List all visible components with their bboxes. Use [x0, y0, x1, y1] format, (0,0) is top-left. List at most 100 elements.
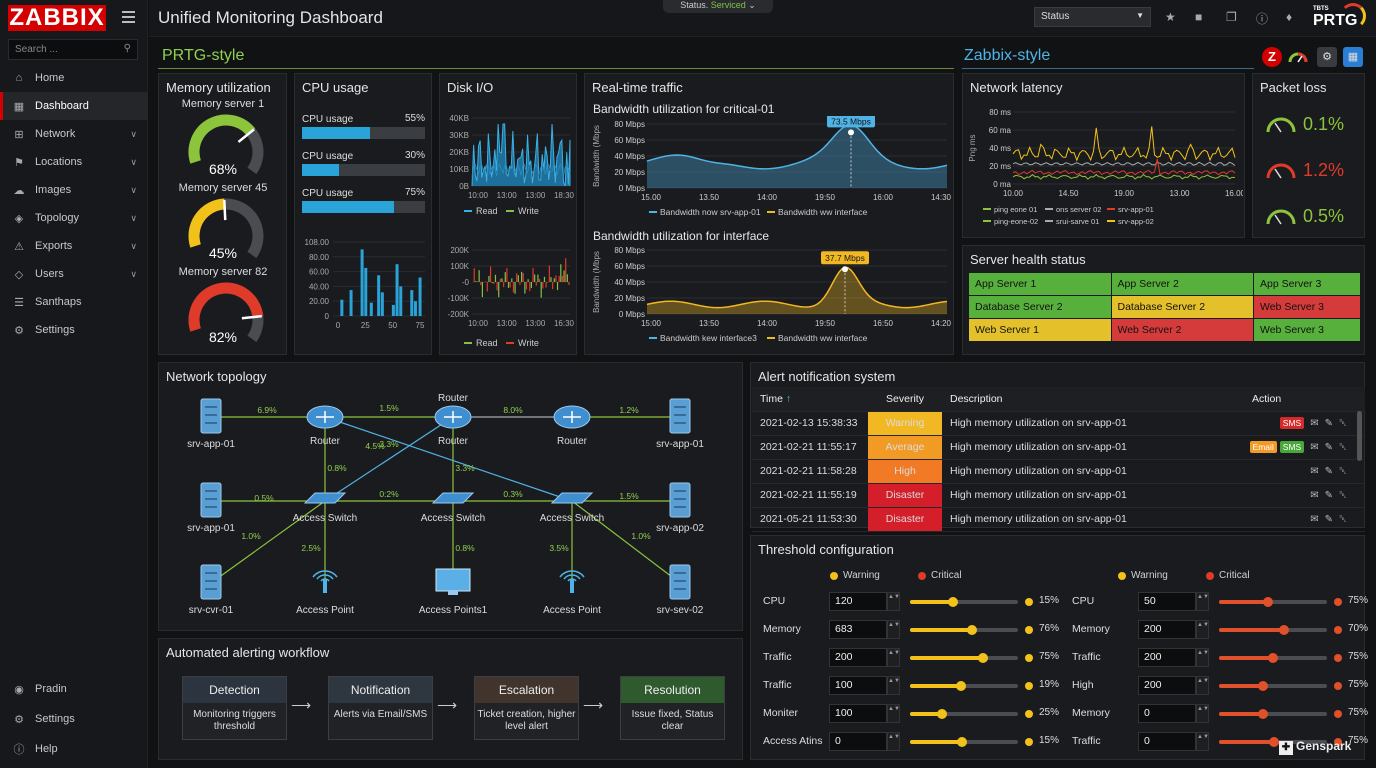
- access-point-node[interactable]: Access Point: [296, 570, 354, 616]
- sidebar-bottom-pradin[interactable]: ◉ Pradin: [0, 675, 148, 703]
- share-icon[interactable]: ■: [1195, 10, 1203, 24]
- threshold-input[interactable]: 100: [829, 704, 887, 723]
- threshold-input[interactable]: 100: [829, 676, 887, 695]
- threshold-input[interactable]: 0: [1138, 704, 1196, 723]
- threshold-slider-knob[interactable]: [1268, 653, 1278, 663]
- sidebar-item-network[interactable]: ⊞ Network ∨: [0, 120, 148, 148]
- server-node[interactable]: srv-app-01: [187, 398, 235, 450]
- threshold-slider[interactable]: [1219, 737, 1327, 747]
- threshold-slider[interactable]: [1219, 625, 1327, 635]
- threshold-slider-knob[interactable]: [955, 681, 966, 691]
- sidebar-bottom-help[interactable]: ⓘ Help: [0, 735, 148, 763]
- settings-button[interactable]: ⚙: [1317, 47, 1337, 67]
- zabbix-logo[interactable]: ZABBIX: [8, 4, 106, 31]
- alert-row[interactable]: 2021-02-13 15:38:33 Warning High memory ut…: [752, 411, 1365, 436]
- sort-arrow-icon[interactable]: ↑: [782, 392, 792, 405]
- threshold-slider-knob[interactable]: [1262, 597, 1273, 607]
- threshold-input[interactable]: 120: [829, 592, 887, 611]
- alerts-header-time[interactable]: Time ↑: [752, 387, 868, 412]
- edit-icon[interactable]: ✎: [1324, 490, 1333, 501]
- threshold-slider-knob[interactable]: [956, 737, 967, 747]
- threshold-slider[interactable]: [1219, 653, 1327, 663]
- threshold-stepper[interactable]: ▲▼: [1196, 676, 1209, 695]
- threshold-slider-knob[interactable]: [1258, 709, 1269, 719]
- mail-icon[interactable]: ✉: [1310, 418, 1319, 429]
- threshold-stepper[interactable]: ▲▼: [1196, 648, 1209, 667]
- threshold-stepper[interactable]: ▲▼: [887, 732, 900, 751]
- switch-node[interactable]: Access Switch: [421, 492, 485, 524]
- access-point-node[interactable]: Access Points1: [419, 568, 488, 616]
- alert-channel-tag[interactable]: SMS: [1279, 441, 1305, 453]
- status-tab[interactable]: Status. Serviced ⌄: [663, 0, 773, 13]
- server-status-cell[interactable]: App Server 1: [968, 272, 1112, 296]
- server-status-cell[interactable]: Web Server 3: [1253, 295, 1361, 319]
- server-status-cell[interactable]: App Server 2: [1110, 272, 1254, 296]
- threshold-slider-knob[interactable]: [948, 597, 959, 607]
- status-select[interactable]: Status ▼: [1034, 7, 1151, 27]
- server-status-cell[interactable]: Database Server 2: [968, 295, 1112, 319]
- threshold-input[interactable]: 683: [829, 620, 887, 639]
- search-input[interactable]: Search ... ⚲: [8, 39, 138, 60]
- threshold-stepper[interactable]: ▲▼: [887, 676, 900, 695]
- sidebar-item-exports[interactable]: ⚠ Exports ∨: [0, 232, 148, 260]
- sidebar-item-settings[interactable]: ⚙ Settings: [0, 316, 148, 344]
- mail-icon[interactable]: ✉: [1310, 442, 1319, 453]
- server-status-cell[interactable]: Web Server 1: [968, 318, 1112, 342]
- threshold-slider[interactable]: [910, 625, 1018, 635]
- threshold-slider-knob[interactable]: [937, 709, 948, 719]
- mail-icon[interactable]: ✉: [1310, 490, 1319, 501]
- threshold-input[interactable]: 200: [1138, 648, 1196, 667]
- menu-icon[interactable]: [122, 11, 135, 26]
- threshold-slider-knob[interactable]: [978, 653, 989, 663]
- sidebar-item-home[interactable]: ⌂ Home: [0, 64, 148, 92]
- sidebar-item-topology[interactable]: ◈ Topology ∨: [0, 204, 148, 232]
- sidebar-item-images[interactable]: ☁ Images ∨: [0, 176, 148, 204]
- dashboard-icon[interactable]: ★: [1165, 10, 1176, 24]
- switch-node[interactable]: Access Switch: [293, 492, 357, 524]
- alert-row[interactable]: 2021-02-21 11:58:28 High High memory utili…: [752, 459, 1365, 484]
- sidebar-item-dashboard[interactable]: ▦ Dashboard: [0, 92, 148, 120]
- threshold-input[interactable]: 50: [1138, 592, 1196, 611]
- threshold-stepper[interactable]: ▲▼: [887, 704, 900, 723]
- alert-row[interactable]: 2021-02-21 11:55:17 Average High memory ut…: [752, 435, 1365, 460]
- search-icon[interactable]: ⚲: [123, 43, 131, 54]
- help-icon[interactable]: ⓘ: [1256, 12, 1269, 26]
- threshold-slider-knob[interactable]: [1278, 625, 1289, 635]
- prtg-logo[interactable]: TBTS PRTG: [1313, 6, 1365, 32]
- server-status-cell[interactable]: App Server 3: [1253, 272, 1361, 296]
- threshold-stepper[interactable]: ▲▼: [1196, 592, 1209, 611]
- grid-button[interactable]: ▦: [1343, 47, 1363, 67]
- alert-channel-tag[interactable]: SMS: [1279, 417, 1305, 429]
- threshold-stepper[interactable]: ▲▼: [887, 648, 900, 667]
- threshold-input[interactable]: 200: [1138, 620, 1196, 639]
- threshold-slider[interactable]: [910, 653, 1018, 663]
- threshold-slider-knob[interactable]: [966, 625, 977, 635]
- threshold-slider-knob[interactable]: [1269, 737, 1280, 747]
- threshold-slider[interactable]: [910, 737, 1018, 747]
- edit-icon[interactable]: ✎: [1324, 418, 1333, 429]
- threshold-stepper[interactable]: ▲▼: [887, 620, 900, 639]
- threshold-input[interactable]: 0: [1138, 732, 1196, 751]
- server-node[interactable]: srv-cvr-01: [189, 564, 234, 616]
- trash-icon[interactable]: ␡: [1339, 418, 1347, 429]
- switch-node[interactable]: Access Switch: [540, 492, 604, 524]
- threshold-stepper[interactable]: ▲▼: [1196, 732, 1209, 751]
- router-node[interactable]: Router: [553, 405, 591, 447]
- copy-icon[interactable]: ❐: [1226, 10, 1237, 24]
- threshold-input[interactable]: 0: [829, 732, 887, 751]
- workflow-step-escalation[interactable]: Escalation Ticket creation, higher level …: [474, 676, 579, 740]
- workflow-step-notification[interactable]: Notification Alerts via Email/SMS: [328, 676, 433, 740]
- mail-icon[interactable]: ✉: [1310, 514, 1319, 525]
- trash-icon[interactable]: ␡: [1339, 490, 1347, 501]
- server-node[interactable]: srv-sev-02: [657, 564, 704, 616]
- alert-row[interactable]: 2021-05-21 11:53:30 Disaster High memory u…: [752, 507, 1365, 532]
- alerts-scrollbar[interactable]: [1357, 411, 1362, 461]
- threshold-input[interactable]: 200: [1138, 676, 1196, 695]
- threshold-input[interactable]: 200: [829, 648, 887, 667]
- threshold-stepper[interactable]: ▲▼: [1196, 704, 1209, 723]
- sidebar-item-santhaps[interactable]: ☰ Santhaps: [0, 288, 148, 316]
- edit-icon[interactable]: ✎: [1324, 466, 1333, 477]
- access-point-node[interactable]: Access Point: [543, 570, 601, 616]
- server-status-cell[interactable]: Web Server 3: [1253, 318, 1361, 342]
- bell-icon[interactable]: ♦: [1286, 10, 1293, 24]
